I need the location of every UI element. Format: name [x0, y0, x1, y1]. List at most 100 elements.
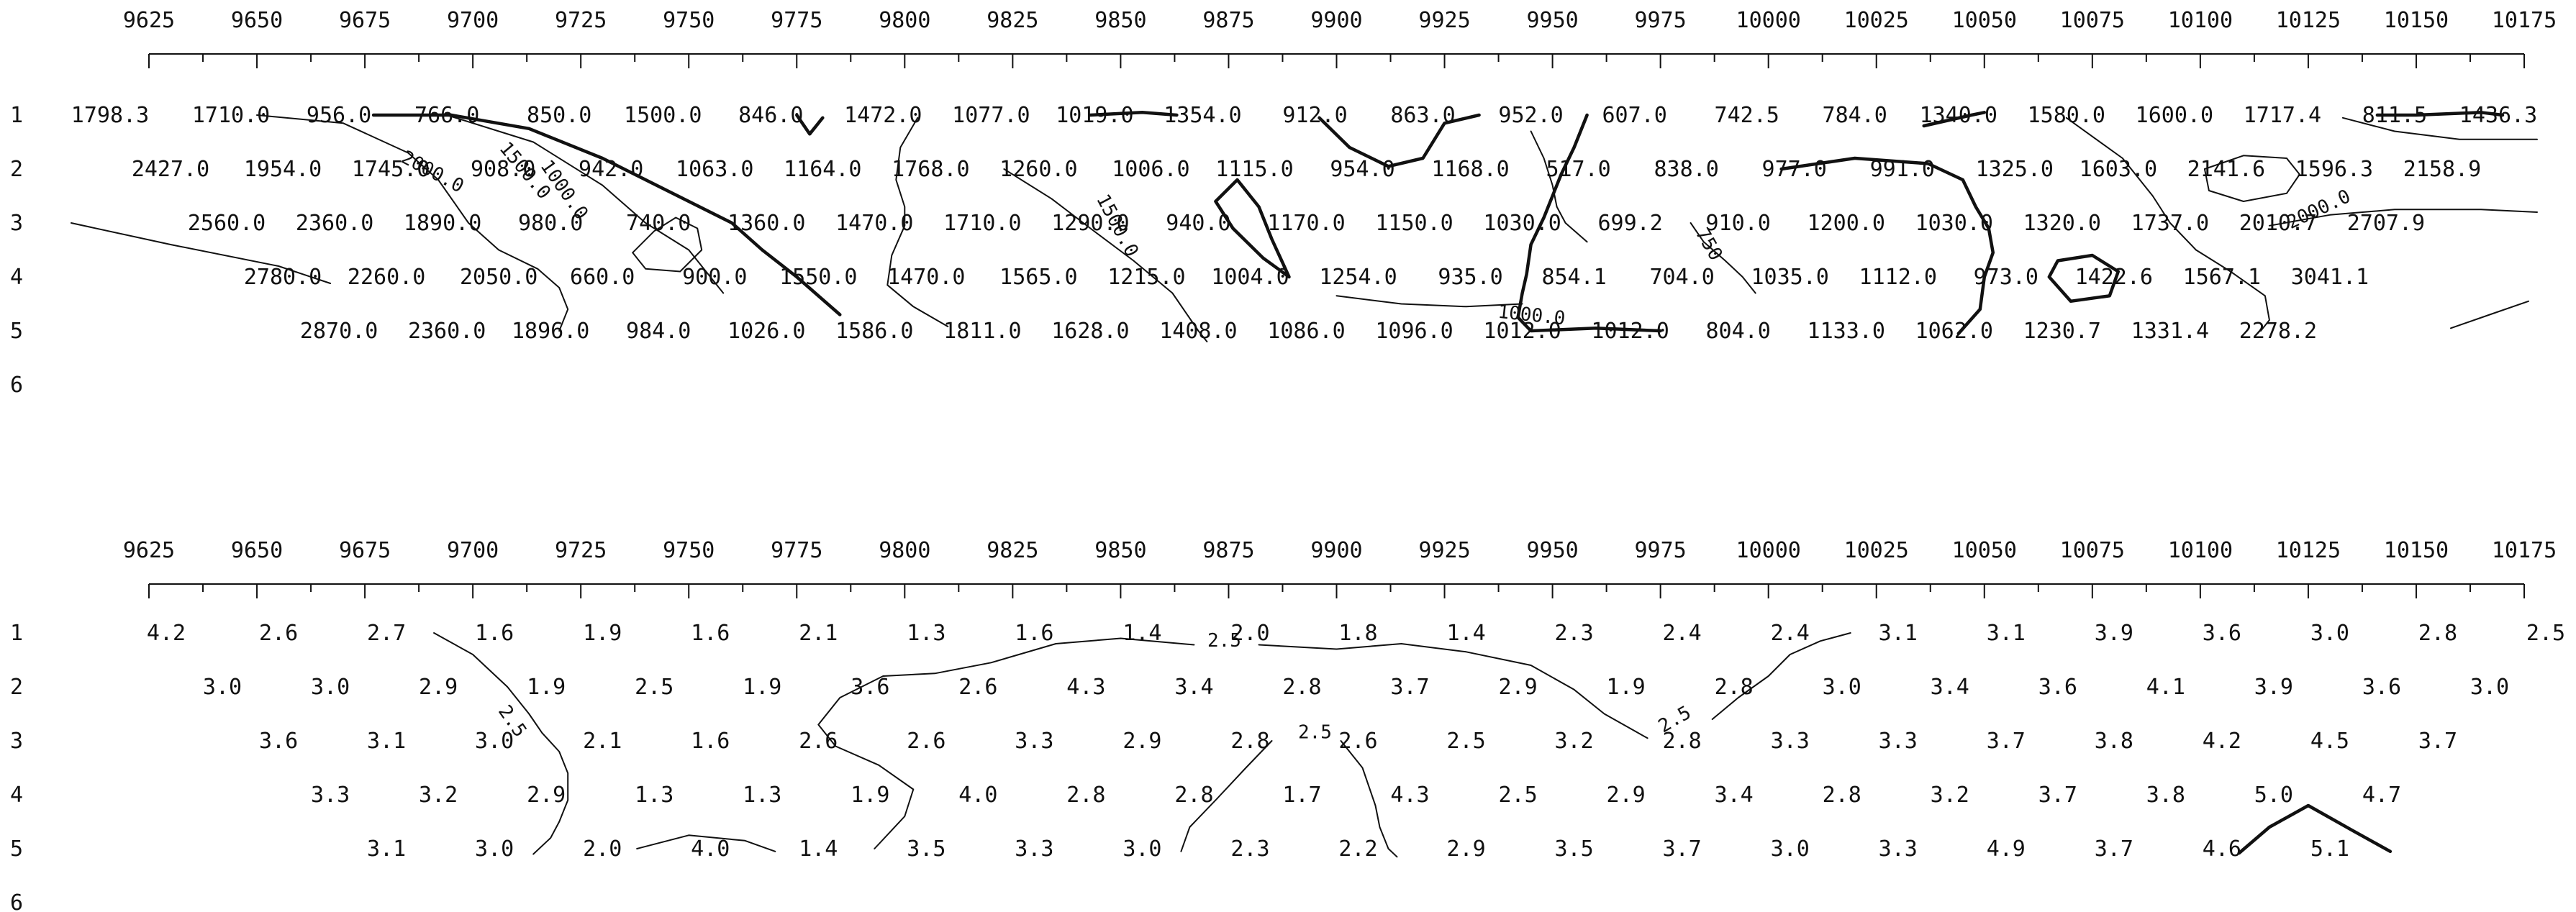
cell-value: 1063.0	[676, 157, 753, 182]
contour-line-thick	[2047, 253, 2121, 304]
cell-value: 935.0	[1438, 265, 1502, 290]
cell-value: 838.0	[1654, 157, 1718, 182]
cell-value: 704.0	[1649, 265, 1714, 290]
cell-value: 1.3	[635, 783, 674, 808]
cell-value: 3.9	[2254, 675, 2293, 700]
cell-value: 1890.0	[404, 211, 481, 236]
cell-value: 1470.0	[887, 265, 965, 290]
x-tick-label: 10125	[2276, 8, 2341, 33]
cell-value: 784.0	[1823, 103, 1887, 128]
cell-value: 1325.0	[1976, 157, 2054, 182]
cell-value: 1596.3	[2295, 157, 2373, 182]
x-tick-label: 10150	[2384, 538, 2449, 563]
cell-value: 1.7	[1282, 783, 1321, 808]
contour-line	[2341, 117, 2538, 140]
cell-value: 1.4	[1123, 621, 1161, 646]
x-tick-label: 9875	[1202, 8, 1254, 33]
x-tick-label: 9700	[447, 538, 499, 563]
row-label: 1	[10, 621, 23, 646]
cell-value: 1012.0	[1591, 319, 1669, 344]
cell-value: 1230.7	[2023, 319, 2101, 344]
cell-value: 4.6	[2203, 836, 2241, 862]
cell-value: 2.9	[1607, 783, 1646, 808]
cell-value: 1603.0	[2080, 157, 2157, 182]
cell-value: 4.1	[2146, 675, 2185, 700]
cell-value: 2.5	[2526, 621, 2565, 646]
cell-value: 952.0	[1498, 103, 1563, 128]
cell-value: 1.4	[1446, 621, 1485, 646]
contour-line	[433, 632, 569, 855]
cell-value: 940.0	[1166, 211, 1230, 236]
cell-value: 3.7	[1663, 836, 1702, 862]
cell-value: 1500.0	[624, 103, 702, 128]
cell-value: 3.0	[475, 836, 514, 862]
cell-value: 1360.0	[727, 211, 805, 236]
x-tick-label: 9900	[1310, 8, 1362, 33]
x-tick-label: 9850	[1094, 8, 1146, 33]
cell-value: 1.9	[743, 675, 781, 700]
cell-value: 900.0	[682, 265, 747, 290]
cell-value: 3.3	[311, 783, 350, 808]
cell-value: 1628.0	[1051, 319, 1129, 344]
contour-line	[817, 637, 1195, 849]
x-tick-label: 9925	[1418, 8, 1470, 33]
contour-label: 2.5	[1207, 630, 1241, 652]
cell-value: 2.9	[1446, 836, 1485, 862]
cell-value: 1737.0	[2131, 211, 2209, 236]
cell-value: 1096.0	[1375, 319, 1453, 344]
contour-label: 2.5	[1298, 721, 1332, 743]
contour-line	[1711, 632, 1851, 720]
cell-value: 607.0	[1602, 103, 1666, 128]
row-label: 6	[10, 373, 23, 398]
cell-value: 942.0	[579, 157, 643, 182]
cell-value: 1012.0	[1483, 319, 1561, 344]
x-tick-label: 10050	[1952, 8, 2017, 33]
x-tick-label: 9675	[339, 8, 391, 33]
contour-line	[1180, 740, 1273, 852]
cell-value: 1798.3	[71, 103, 149, 128]
cell-value: 954.0	[1330, 157, 1394, 182]
contour-line	[1003, 168, 1208, 342]
contour-line	[2065, 117, 2270, 332]
cell-value: 912.0	[1282, 103, 1347, 128]
cell-value: 1030.0	[1483, 211, 1561, 236]
x-tick-label: 10025	[1844, 8, 1909, 33]
cell-value: 2.3	[1555, 621, 1594, 646]
cell-value: 854.1	[1541, 265, 1606, 290]
cell-value: 2010.7	[2239, 211, 2317, 236]
cell-value: 2.6	[1338, 729, 1377, 754]
cell-value: 804.0	[1706, 319, 1771, 344]
x-tick-label: 10175	[2492, 8, 2557, 33]
cell-value: 1035.0	[1751, 265, 1829, 290]
contour-line	[632, 216, 703, 273]
cell-value: 1133.0	[1808, 319, 1885, 344]
cell-value: 742.5	[1715, 103, 1779, 128]
cell-value: 1600.0	[2136, 103, 2213, 128]
cell-value: 4.3	[1066, 675, 1105, 700]
cell-value: 2.9	[527, 783, 566, 808]
cell-value: 2.6	[958, 675, 997, 700]
cell-value: 1745.0	[352, 157, 430, 182]
cell-value: 2260.0	[348, 265, 425, 290]
cell-value: 3.1	[367, 836, 406, 862]
row-label: 3	[10, 211, 23, 236]
cell-value: 1168.0	[1431, 157, 1509, 182]
cell-value: 4.0	[691, 836, 730, 862]
contour-line-thick	[1922, 111, 1987, 128]
cell-value: 1340.0	[1920, 103, 1997, 128]
cell-value: 2.0	[583, 836, 622, 862]
contour-line	[71, 222, 332, 284]
cell-value: 3.0	[1771, 836, 1810, 862]
cell-value: 3.6	[259, 729, 298, 754]
cell-value: 1320.0	[2023, 211, 2101, 236]
cell-value: 3.7	[2038, 783, 2077, 808]
contour-panel-bottom: 9625 9650 9675 9700 9725 9750 9775 9800 9825 9850…	[10, 538, 2565, 912]
contour-line	[2450, 300, 2529, 329]
cell-value: 5.0	[2254, 783, 2293, 808]
x-tick-label: 9825	[987, 8, 1038, 33]
cell-value: 1260.0	[999, 157, 1077, 182]
cell-value: 699.2	[1597, 211, 1662, 236]
contour-panel-top: 9625 9650 9675 9700 9725 9750 9775 9800 9825 9850…	[10, 8, 2557, 398]
row-label: 4	[10, 783, 23, 808]
cell-value: 2.8	[1715, 675, 1754, 700]
